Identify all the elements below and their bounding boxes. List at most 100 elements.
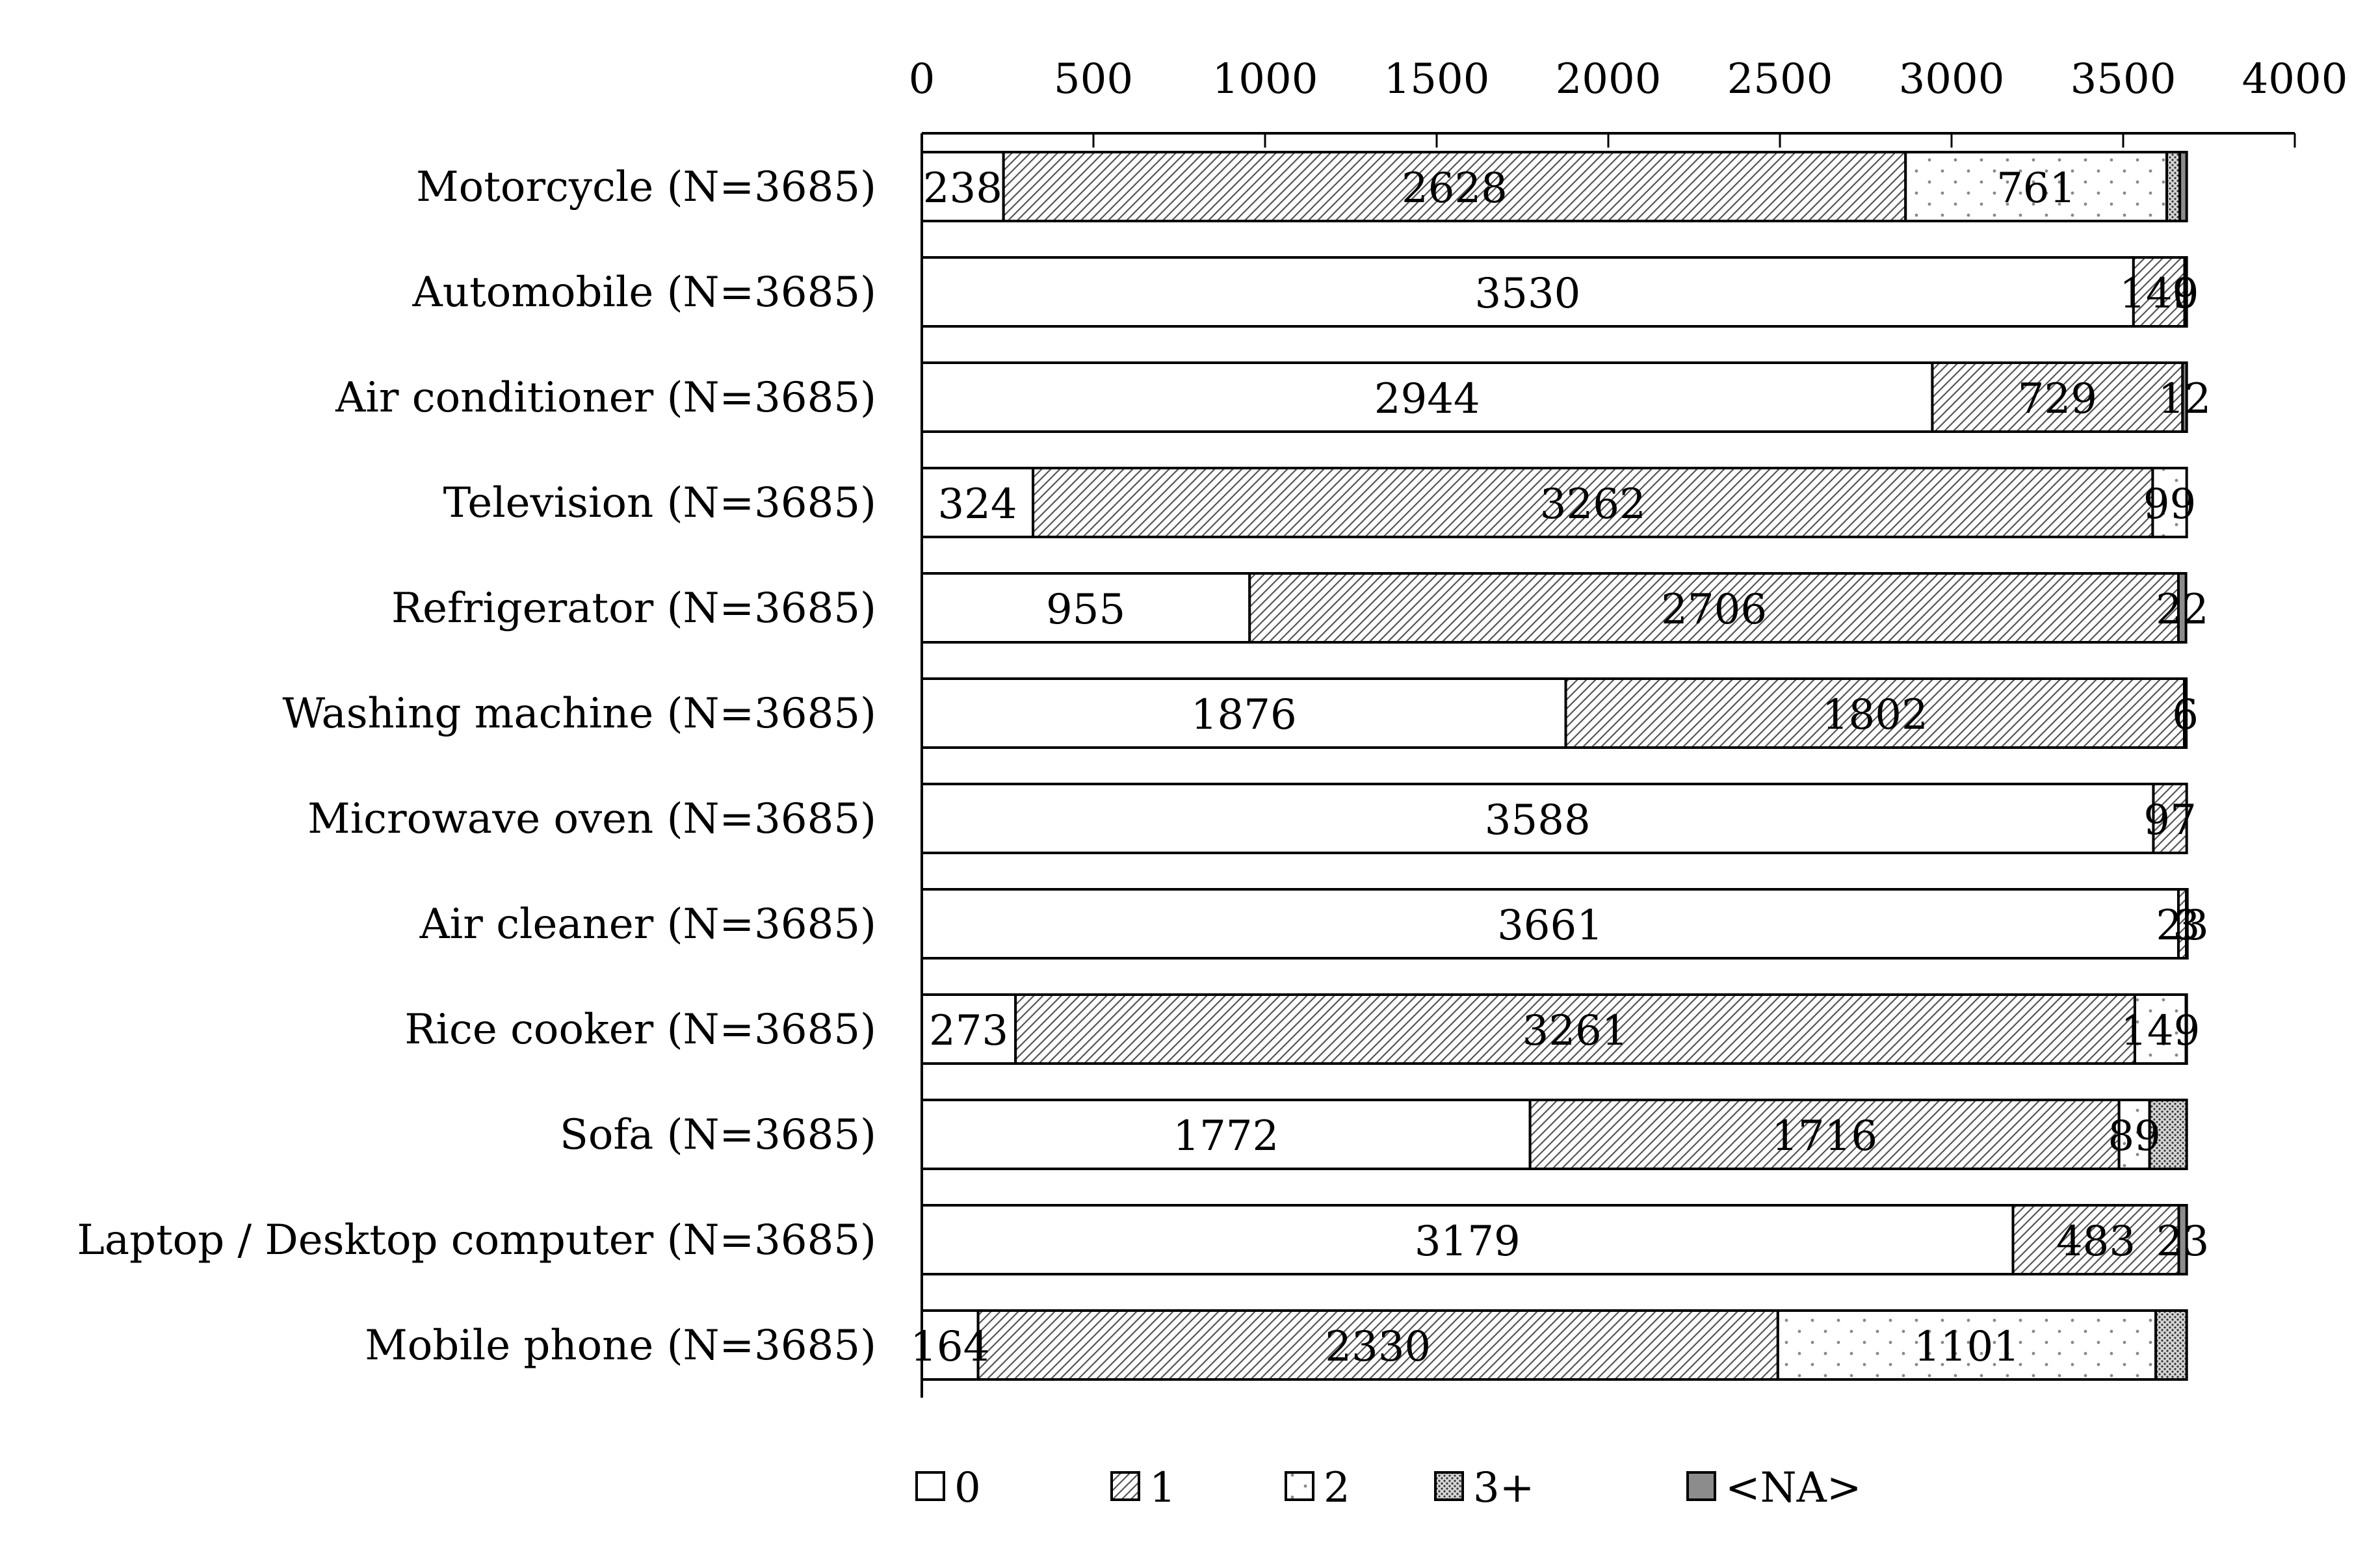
category-label: Laptop / Desktop computer (N=3685) xyxy=(77,1216,876,1264)
bar-segment xyxy=(2148,1099,2188,1170)
category-label: Motorcycle (N=3685) xyxy=(416,163,876,211)
legend-swatch xyxy=(1110,1471,1140,1501)
bar-segment xyxy=(1528,1099,2121,1170)
bar-segment xyxy=(2184,993,2188,1065)
bar-segment xyxy=(2011,1204,2180,1275)
bar-segment xyxy=(2183,256,2188,328)
data-label: 99 xyxy=(2143,480,2196,529)
bar-segment xyxy=(921,572,1251,644)
data-label: 89 xyxy=(2108,1112,2160,1160)
category-labels: Motorcycle (N=3685) Automobile (N=3685) Ai… xyxy=(77,163,876,1370)
bar-segment xyxy=(2177,572,2188,644)
data-label: 273 xyxy=(929,1007,1008,1055)
data-label: 23 xyxy=(2156,902,2208,950)
bar-segment xyxy=(921,151,1005,222)
category-label: Sofa (N=3685) xyxy=(560,1111,876,1159)
bar-segment xyxy=(1014,993,2136,1065)
bar-segment xyxy=(2185,888,2189,960)
data-label: 3262 xyxy=(1540,480,1646,529)
category-label: Refrigerator (N=3685) xyxy=(391,584,876,633)
x-tick-label: 1500 xyxy=(1384,55,1490,103)
data-label: 2944 xyxy=(1374,375,1480,423)
bar-segment xyxy=(2133,993,2188,1065)
data-label: 1802 xyxy=(1822,691,1928,739)
bar-segment xyxy=(1904,151,2169,222)
x-tick-label: 1000 xyxy=(1212,55,1318,103)
legend-swatch xyxy=(1686,1471,1716,1501)
data-label: 149 xyxy=(2119,270,2199,318)
category-label: Microwave oven (N=3685) xyxy=(307,795,876,843)
data-label: 955 xyxy=(1046,586,1125,634)
bar-segment xyxy=(2154,1309,2188,1381)
bar-segment xyxy=(2165,151,2182,222)
data-label: 149 xyxy=(2121,1007,2200,1055)
data-label: 729 xyxy=(2018,375,2097,423)
legend-label: 0 xyxy=(954,1464,981,1512)
legend-label: 2 xyxy=(1324,1464,1350,1512)
category-label: Air conditioner (N=3685) xyxy=(335,374,876,422)
category-label: Television (N=3685) xyxy=(443,479,876,527)
bar-segment xyxy=(1032,467,2154,538)
data-label: 238 xyxy=(923,164,1002,213)
data-label: 0 xyxy=(2173,270,2199,318)
data-label: 23 xyxy=(2156,1218,2209,1266)
data-label: 1716 xyxy=(1771,1112,1877,1160)
bar-segment xyxy=(2177,1204,2188,1275)
bar-segment xyxy=(1564,677,2186,749)
category-label: Air cleaner (N=3685) xyxy=(419,900,876,948)
category-label: Washing machine (N=3685) xyxy=(282,690,876,738)
x-tick-label: 4000 xyxy=(2242,55,2348,103)
data-label: 164 xyxy=(910,1323,989,1371)
bar-segment xyxy=(921,361,1934,433)
data-label: 3530 xyxy=(1474,270,1580,318)
bar-segment xyxy=(2132,256,2186,328)
bar-segment xyxy=(921,467,1035,538)
bar-segment xyxy=(921,1309,980,1381)
bar-segment xyxy=(2178,151,2188,222)
bar-segment xyxy=(1931,361,2184,433)
category-label: Automobile (N=3685) xyxy=(412,268,876,317)
data-label: 1101 xyxy=(1914,1323,2020,1371)
legend-swatch xyxy=(1285,1471,1314,1501)
data-label: 761 xyxy=(1996,164,2076,213)
bar-segment xyxy=(976,1309,1779,1381)
legend: 0 1 2 3+ <NA> xyxy=(915,1464,1861,1512)
bar-segment xyxy=(1776,1309,2158,1381)
legend-swatch xyxy=(915,1471,945,1501)
data-label: 3261 xyxy=(1522,1007,1628,1055)
legend-label: 3+ xyxy=(1473,1464,1534,1512)
bar-segment xyxy=(921,677,1567,749)
data-label: 3661 xyxy=(1497,902,1603,950)
data-label: 12 xyxy=(2158,375,2211,423)
data-label: 2330 xyxy=(1325,1323,1431,1371)
data-label: 2628 xyxy=(1402,164,1508,213)
bar-segment xyxy=(921,256,2135,328)
x-axis: 0 500 1000 1500 2000 2500 3000 3500 4000 xyxy=(909,55,2348,1398)
data-label: 97 xyxy=(2143,796,2196,844)
bar-segment xyxy=(921,888,2180,960)
category-label: Mobile phone (N=3685) xyxy=(365,1322,876,1370)
x-tick-label: 3500 xyxy=(2071,55,2176,103)
x-tick-label: 0 xyxy=(909,55,935,103)
data-label: 483 xyxy=(2056,1218,2136,1266)
data-label: 324 xyxy=(937,480,1017,529)
bar-segment xyxy=(2182,677,2188,749)
x-tick-label: 3000 xyxy=(1899,55,2005,103)
x-tick-label: 2000 xyxy=(1556,55,1662,103)
x-tick-label: 500 xyxy=(1054,55,1133,103)
bar-segment xyxy=(2181,361,2188,433)
data-label: 1772 xyxy=(1173,1112,1279,1160)
bar-segment xyxy=(2152,783,2188,854)
data-label: 3179 xyxy=(1415,1218,1521,1266)
data-label: 1876 xyxy=(1191,691,1297,739)
data-label: 2706 xyxy=(1661,586,1767,634)
data-label: 22 xyxy=(2156,586,2208,634)
category-label: Rice cooker (N=3685) xyxy=(404,1006,876,1054)
legend-label: 1 xyxy=(1149,1464,1176,1512)
bar-segment xyxy=(2151,467,2188,538)
x-tick-label: 2500 xyxy=(1727,55,1833,103)
legend-label: <NA> xyxy=(1725,1464,1861,1512)
legend-swatch xyxy=(1434,1471,1464,1501)
